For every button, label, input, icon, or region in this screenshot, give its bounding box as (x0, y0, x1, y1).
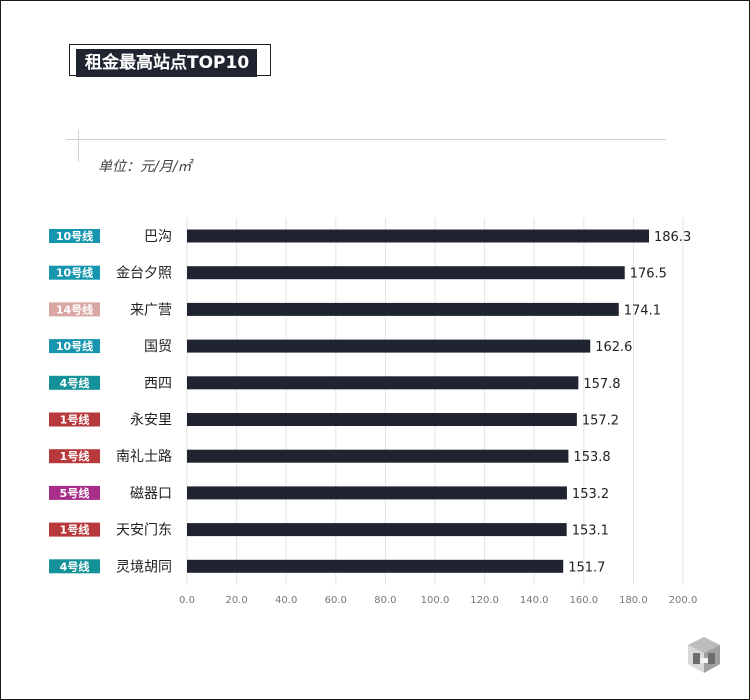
line-badge (49, 375, 100, 390)
unit-label: 单位：元/月/㎡ (98, 159, 192, 175)
x-tick-label: 60.0 (325, 595, 347, 606)
station-label: 南礼士路 (116, 449, 172, 465)
bar-value-label: 174.1 (624, 303, 661, 318)
bar (187, 302, 619, 316)
brand-logo-icon (688, 637, 720, 673)
line-badge-label: 1号线 (60, 413, 90, 427)
bar (187, 559, 564, 573)
x-tick-label: 80.0 (374, 595, 396, 606)
bar-value-label: 153.1 (572, 524, 609, 539)
line-badge-label: 1号线 (60, 449, 90, 463)
bar-value-label: 157.2 (582, 414, 619, 429)
x-tick-label: 180.0 (619, 595, 648, 606)
x-tick-label: 40.0 (275, 595, 297, 606)
line-badge (49, 559, 100, 574)
station-label: 来广营 (130, 302, 172, 318)
x-tick-label: 20.0 (225, 595, 247, 606)
station-label: 西四 (144, 376, 172, 392)
line-badge-label: 14号线 (56, 302, 93, 316)
bar (187, 486, 567, 500)
bar (187, 449, 569, 463)
bar-value-label: 162.6 (595, 340, 632, 355)
line-badge (49, 412, 100, 427)
station-label: 磁器口 (130, 486, 172, 502)
line-badge-label: 1号线 (60, 523, 90, 537)
station-label: 国贸 (144, 339, 172, 355)
line-badge (49, 522, 100, 537)
x-tick-label: 140.0 (520, 595, 549, 606)
line-badge-label: 4号线 (60, 376, 90, 390)
station-label: 灵境胡同 (116, 559, 172, 575)
bar (187, 339, 591, 353)
bar (187, 229, 650, 243)
bar (187, 523, 567, 537)
bar (187, 376, 579, 390)
station-label: 金台夕照 (116, 266, 172, 282)
x-tick-label: 100.0 (421, 595, 450, 606)
station-label: 永安里 (130, 413, 172, 429)
x-tick-label: 0.0 (179, 595, 195, 606)
bar (187, 266, 625, 280)
line-badge-label: 10号线 (56, 339, 93, 353)
line-badge (49, 339, 100, 354)
line-badge-label: 5号线 (60, 486, 90, 500)
line-badge (49, 265, 100, 280)
line-badge-label: 10号线 (56, 266, 93, 280)
line-badge (49, 229, 100, 243)
bar-value-label: 157.8 (583, 377, 620, 392)
bar-value-label: 153.8 (573, 450, 610, 465)
chart-title: 租金最高站点TOP10 (76, 49, 258, 77)
bar-value-label: 153.2 (572, 487, 609, 502)
header-divider (66, 139, 666, 140)
line-badge (49, 449, 100, 464)
line-badge-label: 4号线 (60, 559, 90, 573)
bar-value-label: 186.3 (654, 230, 691, 245)
x-tick-label: 120.0 (470, 595, 499, 606)
bar-value-label: 176.5 (630, 267, 667, 282)
line-badge (49, 485, 100, 500)
station-label: 巴沟 (144, 229, 172, 245)
x-tick-label: 200.0 (669, 595, 698, 606)
station-label: 天安门东 (116, 523, 172, 539)
header-divider-vertical (78, 130, 79, 162)
bar-value-label: 151.7 (568, 560, 605, 575)
line-badge (49, 302, 100, 317)
line-badge-label: 10号线 (56, 229, 93, 243)
bar (187, 413, 577, 426)
x-tick-label: 160.0 (569, 595, 598, 606)
